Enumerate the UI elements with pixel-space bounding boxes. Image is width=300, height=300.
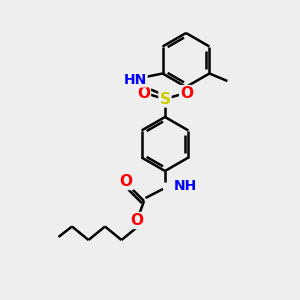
- Text: O: O: [180, 86, 193, 101]
- Text: O: O: [119, 174, 133, 189]
- Text: O: O: [130, 213, 143, 228]
- Text: S: S: [160, 92, 170, 106]
- Text: NH: NH: [174, 179, 197, 193]
- Text: HN: HN: [123, 73, 147, 86]
- Text: O: O: [137, 86, 150, 101]
